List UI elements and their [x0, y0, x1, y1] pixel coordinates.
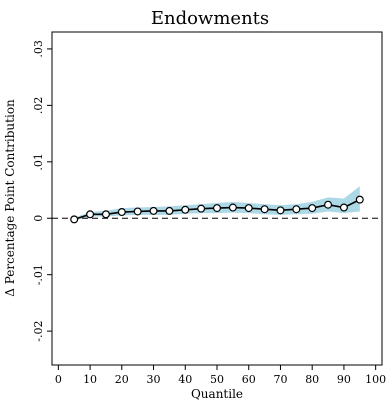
x-tick-label: 0 — [55, 373, 62, 386]
data-point — [101, 210, 110, 219]
x-tick-label: 30 — [147, 373, 161, 386]
data-point — [86, 210, 95, 219]
x-axis: 0 10 20 30 40 50 60 70 80 90 100 — [55, 365, 386, 386]
data-point — [70, 215, 79, 224]
x-tick-label: 70 — [273, 373, 287, 386]
data-point — [308, 204, 317, 213]
x-tick-label: 60 — [242, 373, 256, 386]
y-tick-label: -.02 — [32, 321, 45, 342]
x-tick-label: 10 — [83, 373, 97, 386]
y-axis-title: Δ Percentage Point Contribution — [3, 99, 17, 297]
x-tick-label: 80 — [305, 373, 319, 386]
data-point — [355, 195, 364, 204]
x-tick-label: 50 — [210, 373, 224, 386]
data-point — [117, 208, 126, 217]
chart-title: Endowments — [151, 8, 269, 29]
data-point — [181, 205, 190, 214]
x-tick-label: 90 — [337, 373, 351, 386]
y-tick-label: .02 — [32, 97, 45, 115]
data-point — [339, 203, 348, 212]
y-tick-label: .03 — [32, 40, 45, 58]
data-point — [133, 207, 142, 216]
x-tick-label: 20 — [115, 373, 129, 386]
y-tick-label: .01 — [32, 153, 45, 171]
y-axis: -.02 -.01 0 .01 .02 .03 — [32, 40, 52, 342]
data-point — [244, 204, 253, 213]
data-point — [165, 206, 174, 215]
data-point — [149, 206, 158, 215]
series-point-layer — [70, 195, 364, 224]
data-point — [276, 206, 285, 215]
data-point — [292, 205, 301, 214]
data-point — [213, 204, 222, 213]
data-point — [324, 200, 333, 209]
x-tick-label: 100 — [365, 373, 386, 386]
x-axis-title: Quantile — [191, 387, 243, 401]
data-point — [260, 205, 269, 214]
data-point — [197, 204, 206, 213]
data-point — [228, 203, 237, 212]
y-tick-label: -.01 — [32, 264, 45, 285]
y-tick-label: 0 — [32, 215, 45, 222]
x-tick-label: 40 — [178, 373, 192, 386]
